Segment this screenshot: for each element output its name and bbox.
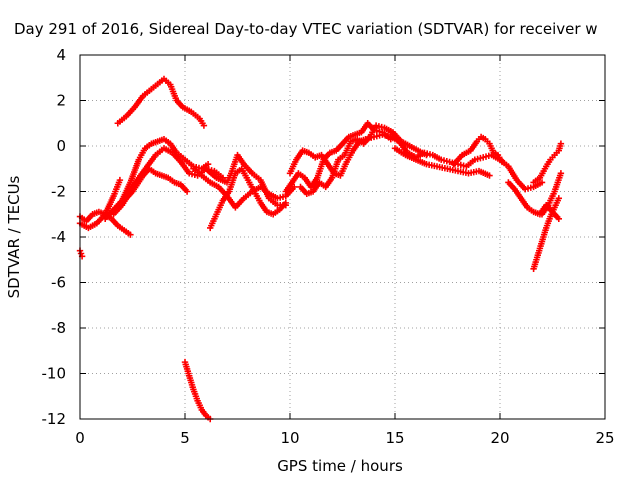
grid	[80, 55, 605, 419]
data-point	[557, 140, 565, 147]
data-point	[557, 170, 565, 177]
series-arc-mid-b	[190, 165, 298, 211]
data-point	[555, 195, 562, 202]
series-arc-high	[114, 75, 208, 129]
y-tick-label: -12	[42, 410, 67, 428]
x-tick-label: 15	[385, 429, 404, 447]
data-point	[538, 179, 546, 186]
series-arc-mid-c	[202, 151, 289, 209]
plot-frame	[79, 54, 606, 420]
axis-ticks: 0 5 10 15 20 25 -12 -10 -8 -6 -4 -2 0 2 4	[42, 46, 615, 447]
chart-title: Day 291 of 2016, Sidereal Day-to-day VTE…	[14, 20, 598, 38]
series-arc-day-e	[391, 145, 493, 179]
data-point	[498, 158, 506, 166]
series-arc-late-d	[538, 170, 565, 218]
x-tick-label: 20	[490, 429, 509, 447]
y-tick-label: 0	[56, 137, 66, 155]
data-point	[555, 215, 562, 222]
data-point	[116, 176, 124, 184]
x-tick-label: 5	[180, 429, 190, 447]
data-point	[282, 201, 289, 209]
y-tick-label: -10	[42, 365, 67, 383]
data-point	[127, 231, 134, 238]
y-tick-label: -6	[51, 274, 66, 292]
series-arc-rise-a	[102, 135, 212, 222]
y-tick-label: -4	[51, 228, 66, 246]
data-point	[200, 122, 208, 129]
x-tick-label: 25	[595, 429, 614, 447]
data-point	[291, 183, 298, 191]
data-point	[183, 188, 191, 195]
data-point	[486, 172, 493, 179]
series-arc-late-c	[530, 140, 565, 186]
y-axis-label: SDTVAR / TECUs	[5, 175, 23, 298]
series-arc-start	[76, 247, 86, 260]
x-axis-label: GPS time / hours	[277, 457, 403, 475]
y-tick-label: 2	[56, 92, 66, 110]
series-arc-late-b	[530, 195, 562, 273]
data-points	[76, 75, 565, 423]
series-arc-day-f	[450, 133, 506, 168]
series-arc-lower	[181, 358, 214, 423]
x-tick-label: 10	[280, 429, 299, 447]
x-tick-label: 0	[75, 429, 85, 447]
series-arc-early-a	[76, 208, 134, 238]
y-tick-label: -2	[51, 183, 66, 201]
y-tick-label: -8	[51, 319, 66, 337]
y-tick-label: 4	[56, 46, 66, 64]
